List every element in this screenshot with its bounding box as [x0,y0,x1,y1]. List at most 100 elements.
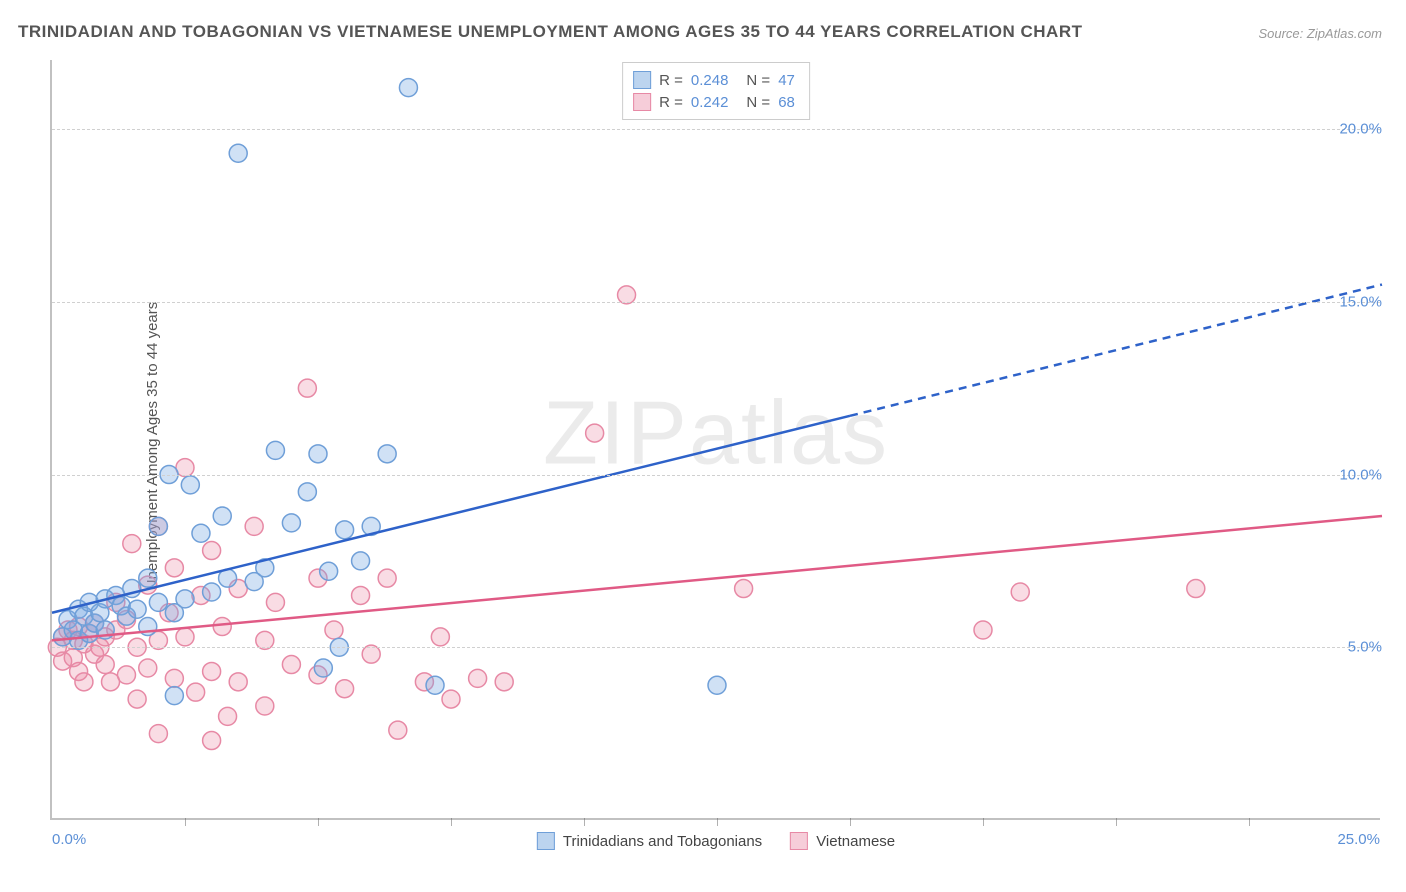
legend-label-2: Vietnamese [816,833,895,850]
data-point [203,662,221,680]
gridline-h [52,129,1380,130]
x-tick [185,818,186,826]
data-point [256,697,274,715]
plot-area: ZIPatlas R = 0.248 N = 47 R = 0.242 N = … [50,60,1380,820]
y-tick-label: 10.0% [1339,466,1382,483]
data-point [336,521,354,539]
data-point [213,618,231,636]
correlation-row-2: R = 0.242 N = 68 [633,91,795,113]
data-point [266,441,284,459]
data-point [165,669,183,687]
data-point [117,666,135,684]
data-point [352,552,370,570]
y-tick-label: 15.0% [1339,293,1382,310]
data-point [586,424,604,442]
n-label: N = [746,72,770,89]
r-label: R = [659,94,683,111]
data-point [165,559,183,577]
data-point [352,586,370,604]
data-point [219,707,237,725]
data-point [176,628,194,646]
data-point [213,507,231,525]
r-value-1: 0.248 [691,72,729,89]
r-label: R = [659,72,683,89]
data-point [309,445,327,463]
data-point [1011,583,1029,601]
data-point [203,732,221,750]
data-point [320,562,338,580]
data-point [298,379,316,397]
data-point [708,676,726,694]
data-point [96,656,114,674]
data-point [75,673,93,691]
regression-line [52,416,850,613]
x-axis-origin-label: 0.0% [52,831,86,848]
y-tick-label: 20.0% [1339,121,1382,138]
x-tick [584,818,585,826]
data-point [282,656,300,674]
data-point [1187,580,1205,598]
data-point [149,593,167,611]
gridline-h [52,475,1380,476]
x-tick [1249,818,1250,826]
data-point [266,593,284,611]
series-swatch-2 [633,93,651,111]
n-value-2: 68 [778,94,795,111]
gridline-h [52,302,1380,303]
data-point [203,583,221,601]
data-point [974,621,992,639]
data-point [399,79,417,97]
legend-item-2: Vietnamese [790,832,895,850]
data-point [282,514,300,532]
r-value-2: 0.242 [691,94,729,111]
data-point [176,590,194,608]
data-point [139,569,157,587]
data-point [139,659,157,677]
x-axis-max-label: 25.0% [1337,831,1380,848]
n-value-1: 47 [778,72,795,89]
data-point [378,445,396,463]
source-label: Source: ZipAtlas.com [1258,26,1382,41]
data-point [495,673,513,691]
gridline-h [52,647,1380,648]
legend-swatch-2 [790,832,808,850]
legend-item-1: Trinidadians and Tobagonians [537,832,762,850]
correlation-row-1: R = 0.248 N = 47 [633,69,795,91]
data-point [245,517,263,535]
legend-swatch-1 [537,832,555,850]
correlation-legend: R = 0.248 N = 47 R = 0.242 N = 68 [622,62,810,120]
x-tick [1116,818,1117,826]
regression-line-dashed [850,285,1382,416]
x-tick [983,818,984,826]
data-point [229,673,247,691]
data-point [389,721,407,739]
data-point [442,690,460,708]
data-point [149,725,167,743]
data-point [314,659,332,677]
data-point [203,542,221,560]
data-point [431,628,449,646]
n-label: N = [746,94,770,111]
data-point [426,676,444,694]
data-point [192,524,210,542]
data-point [187,683,205,701]
data-point [149,517,167,535]
x-tick [850,818,851,826]
data-point [181,476,199,494]
data-point [735,580,753,598]
x-tick [451,818,452,826]
data-point [469,669,487,687]
chart-container: TRINIDADIAN AND TOBAGONIAN VS VIETNAMESE… [0,0,1406,892]
x-tick [318,818,319,826]
data-point [378,569,396,587]
data-point [128,600,146,618]
series-swatch-1 [633,71,651,89]
data-point [298,483,316,501]
series-legend: Trinidadians and Tobagonians Vietnamese [537,832,895,850]
data-point [165,687,183,705]
chart-title: TRINIDADIAN AND TOBAGONIAN VS VIETNAMESE… [18,22,1083,42]
legend-label-1: Trinidadians and Tobagonians [563,833,762,850]
data-point [325,621,343,639]
data-point [336,680,354,698]
data-point [123,535,141,553]
